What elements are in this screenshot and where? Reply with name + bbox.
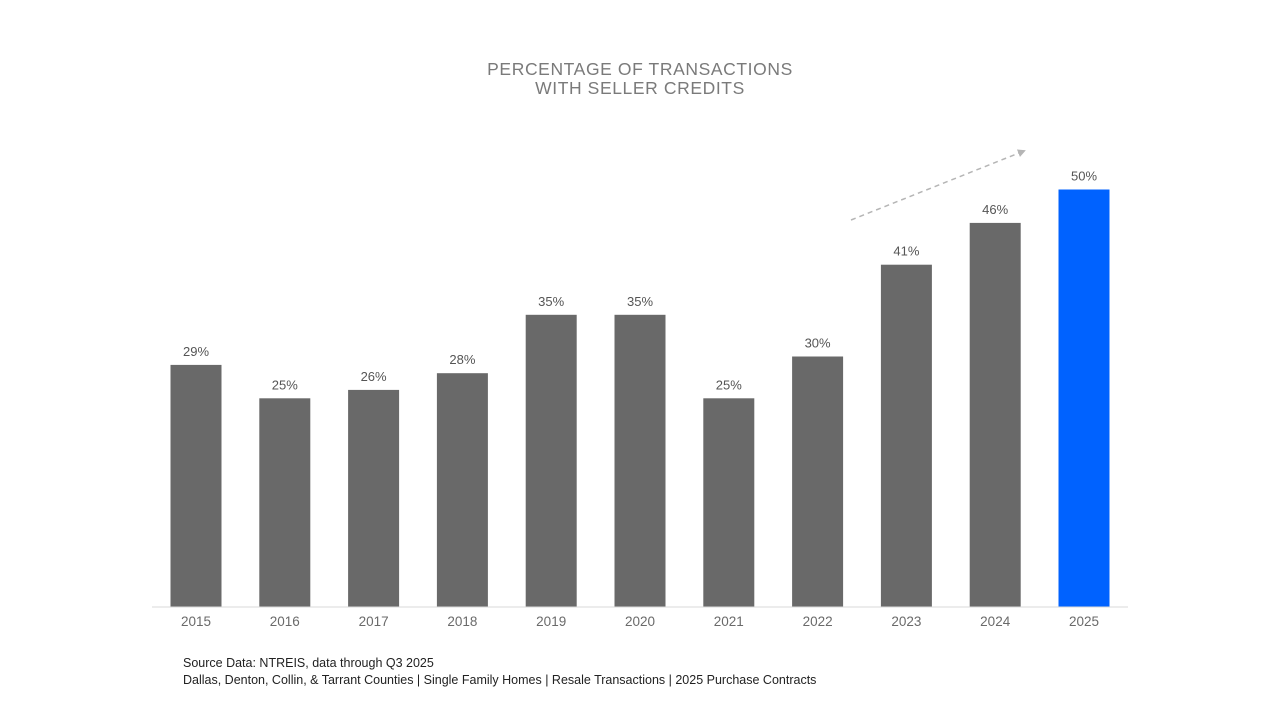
data-label-2018: 28% <box>449 352 475 367</box>
x-tick-label-2021: 2021 <box>714 614 744 629</box>
bar-2022 <box>792 356 844 607</box>
bar-2017 <box>348 389 400 607</box>
data-label-2022: 30% <box>805 336 831 351</box>
data-label-2024: 46% <box>982 202 1008 217</box>
data-labels-group: 29% 25% 26% 28% 35% 35% 25% 30% 41% 46% 50% <box>183 169 1097 393</box>
x-tick-label-2018: 2018 <box>447 614 477 629</box>
chart-title: PERCENTAGE OF TRANSACTIONS WITH SELLER C… <box>0 60 1280 98</box>
x-tick-label-2016: 2016 <box>270 614 300 629</box>
data-label-2015: 29% <box>183 344 209 359</box>
bar-2021 <box>703 398 755 608</box>
data-label-2017: 26% <box>361 369 387 384</box>
bar-2016 <box>259 398 311 608</box>
coverage-note: Dallas, Denton, Collin, & Tarrant Counti… <box>183 673 817 687</box>
x-tick-label-2024: 2024 <box>980 614 1011 629</box>
bar-2020 <box>614 314 666 608</box>
data-label-2021: 25% <box>716 377 742 392</box>
chart-title-line-2: WITH SELLER CREDITS <box>535 78 745 98</box>
data-label-2019: 35% <box>538 294 564 309</box>
x-tick-label-2015: 2015 <box>181 614 211 629</box>
data-label-2025: 50% <box>1071 169 1097 184</box>
data-label-2016: 25% <box>272 377 298 392</box>
x-tick-label-2017: 2017 <box>359 614 389 629</box>
x-tick-label-2022: 2022 <box>803 614 833 629</box>
source-note: Source Data: NTREIS, data through Q3 202… <box>183 656 434 670</box>
x-tick-label-2025: 2025 <box>1069 614 1099 629</box>
x-tick-labels-group: 2015 2016 2017 2018 2019 2020 2021 2022 2023 2024… <box>181 614 1099 629</box>
data-label-2020: 35% <box>627 294 653 309</box>
bar-2015 <box>170 364 222 607</box>
bar-2025 <box>1058 189 1110 607</box>
trend-arrow <box>850 149 1026 221</box>
bar-2024 <box>969 222 1021 607</box>
bar-2019 <box>525 314 577 608</box>
bars-group <box>170 189 1110 608</box>
x-tick-label-2019: 2019 <box>536 614 566 629</box>
chart-footer: Source Data: NTREIS, data through Q3 202… <box>183 655 816 689</box>
data-label-2023: 41% <box>893 244 919 259</box>
bar-2023 <box>880 264 932 607</box>
bar-2018 <box>436 373 488 607</box>
x-tick-label-2023: 2023 <box>891 614 921 629</box>
chart-title-line-1: PERCENTAGE OF TRANSACTIONS <box>487 59 793 79</box>
x-tick-label-2020: 2020 <box>625 614 655 629</box>
